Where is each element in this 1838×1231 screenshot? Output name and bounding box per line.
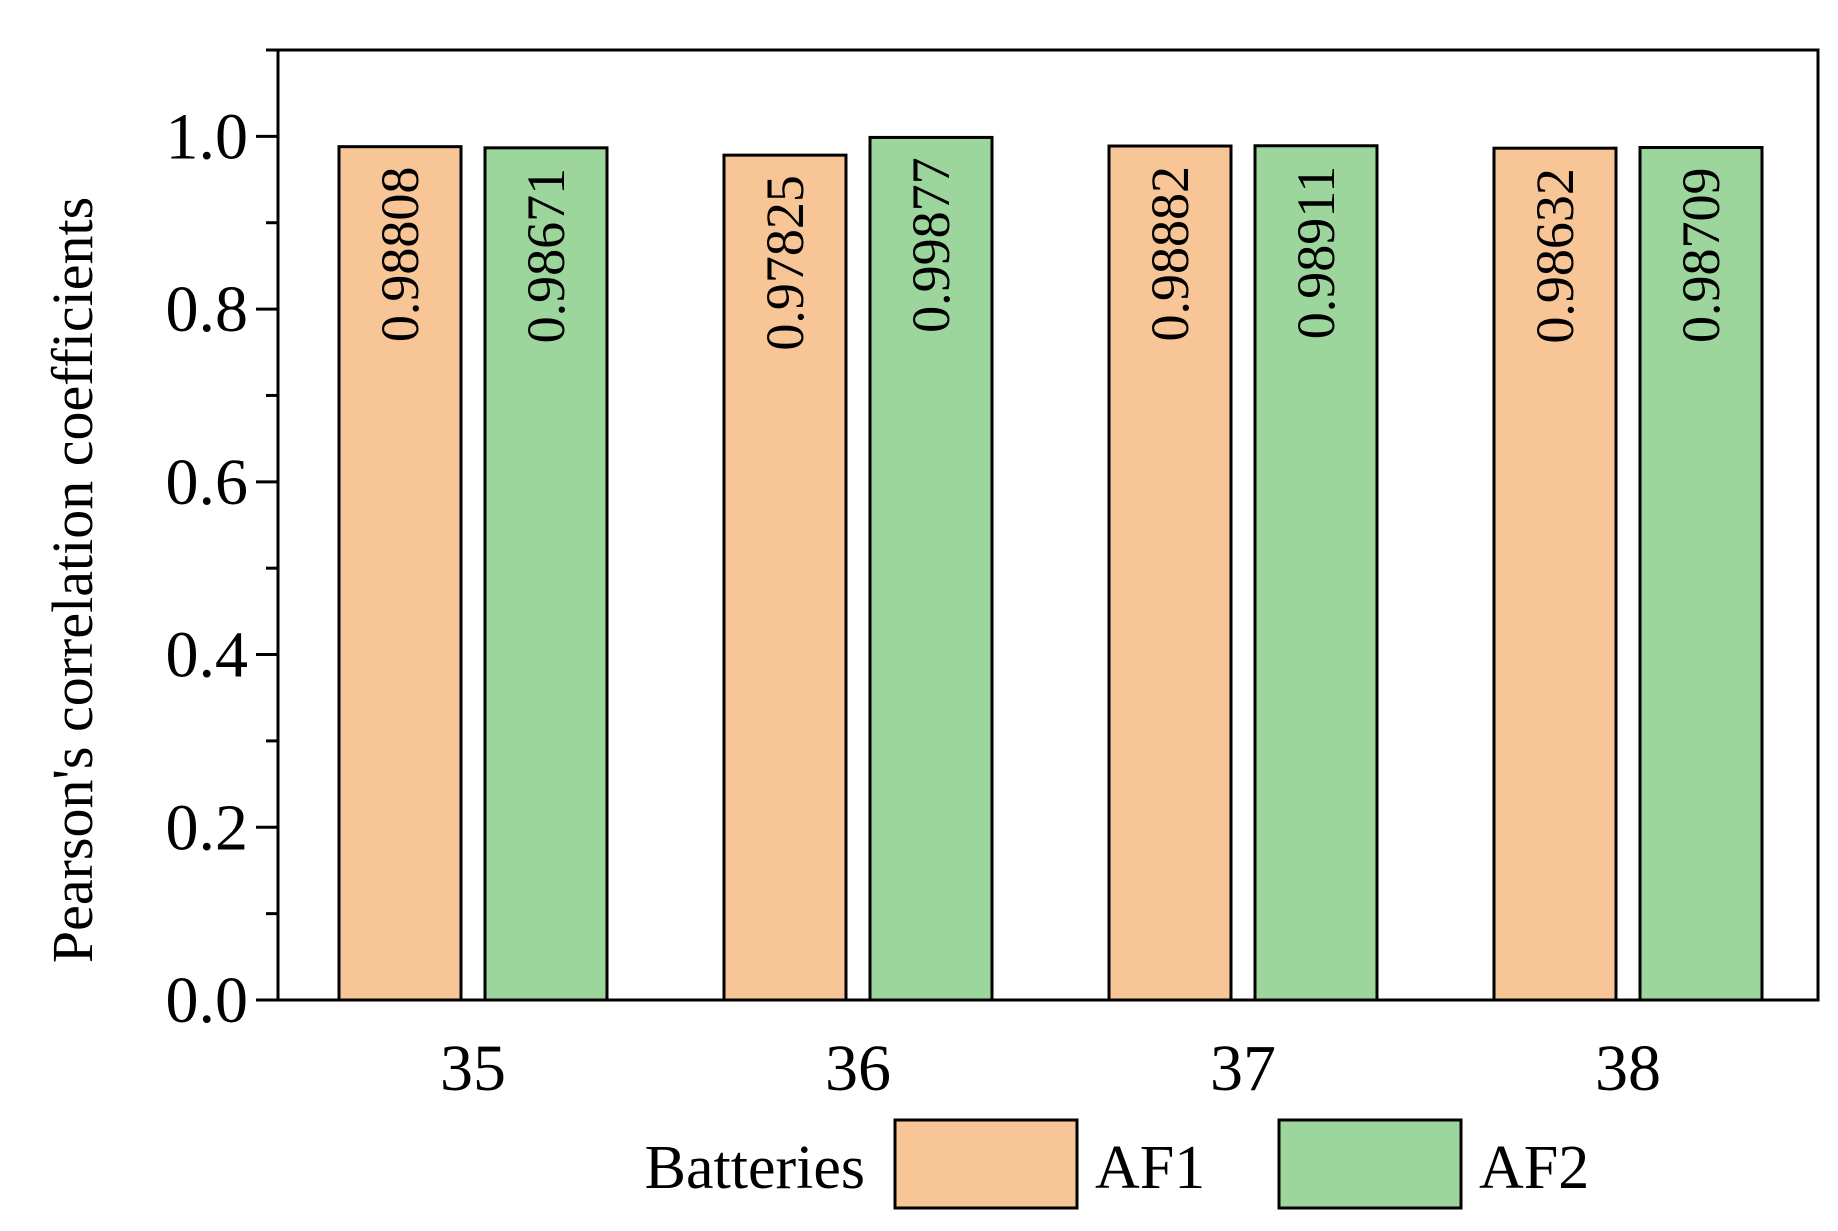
y-tick-label: 0.2 xyxy=(166,791,249,864)
value-labels-group: 0.98808 0.98671 0.97825 0.99877 0.98882 0.989… xyxy=(370,157,1731,350)
y-tick-label: 0.4 xyxy=(166,619,249,692)
bar-value-label: 0.98808 xyxy=(370,167,430,343)
bar-value-label: 0.98882 xyxy=(1140,166,1200,342)
x-axis-label: Batteries xyxy=(645,1134,865,1202)
bar-AF2-37 xyxy=(1253,144,1379,1002)
legend-label: AF1 xyxy=(1095,1134,1205,1202)
bar-value-label: 0.97825 xyxy=(755,175,815,350)
x-tick-label: 35 xyxy=(440,1032,506,1105)
bar-value-label: 0.99877 xyxy=(901,157,961,333)
legend-label: AF2 xyxy=(1479,1134,1589,1202)
x-axis: 35 36 37 38 xyxy=(440,1032,1661,1105)
bars-group xyxy=(337,135,1764,1002)
x-tick-label: 36 xyxy=(825,1032,891,1105)
y-tick-label: 0.0 xyxy=(166,964,249,1037)
bar-value-label: 0.98911 xyxy=(1286,166,1346,339)
bar-AF2-38 xyxy=(1638,146,1764,1002)
bar-value-label: 0.98671 xyxy=(516,168,576,344)
bar-value-label: 0.98709 xyxy=(1671,168,1731,344)
y-tick-label: 1.0 xyxy=(166,100,249,173)
y-tick-label: 0.6 xyxy=(166,446,249,519)
bar-AF1-35 xyxy=(337,145,463,1002)
y-tick-label: 0.8 xyxy=(166,273,249,346)
x-tick-label: 37 xyxy=(1210,1032,1276,1105)
y-axis-label: Pearson's correlation coefficients xyxy=(40,197,105,963)
bar-AF2-36 xyxy=(868,135,994,1002)
plot-frame xyxy=(276,48,1820,1002)
legend: AF1 AF2 xyxy=(893,1118,1589,1210)
y-axis: 0.0 0.2 0.4 0.6 0.8 1.0 xyxy=(166,48,278,1037)
bar-value-label: 0.98632 xyxy=(1525,168,1585,343)
bar-AF2-35 xyxy=(483,146,609,1002)
legend-swatch-AF1 xyxy=(893,1118,1079,1210)
legend-swatch-AF2 xyxy=(1277,1118,1463,1210)
bar-AF1-36 xyxy=(722,153,848,1002)
x-tick-label: 38 xyxy=(1595,1032,1661,1105)
